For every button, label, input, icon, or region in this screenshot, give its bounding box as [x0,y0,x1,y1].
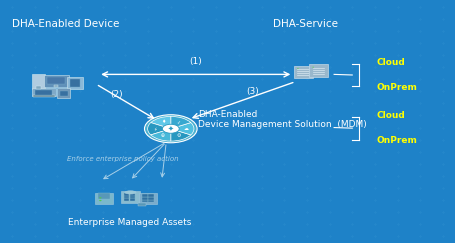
Circle shape [312,67,314,68]
FancyBboxPatch shape [121,191,141,203]
Text: ⚡: ⚡ [154,126,157,131]
FancyBboxPatch shape [294,66,313,78]
Ellipse shape [125,191,136,194]
FancyBboxPatch shape [148,194,153,197]
FancyBboxPatch shape [130,195,135,198]
FancyBboxPatch shape [32,74,45,89]
FancyBboxPatch shape [57,88,71,98]
Text: (1): (1) [189,57,202,66]
FancyBboxPatch shape [124,198,130,200]
FancyBboxPatch shape [66,77,83,89]
Circle shape [99,197,101,199]
FancyBboxPatch shape [309,64,328,77]
Text: DHA-Service: DHA-Service [273,19,338,29]
Wedge shape [147,122,171,135]
FancyBboxPatch shape [148,197,153,200]
Text: DHA-Enabled Device: DHA-Enabled Device [12,19,119,29]
Circle shape [99,200,101,201]
Text: Device Management Solution  (MDM): Device Management Solution (MDM) [198,120,367,129]
Text: OnPrem: OnPrem [376,136,417,145]
Text: Cloud: Cloud [376,58,405,67]
Wedge shape [171,129,191,141]
FancyBboxPatch shape [95,193,113,205]
FancyBboxPatch shape [32,88,56,96]
Wedge shape [171,122,194,135]
FancyBboxPatch shape [44,76,69,87]
Text: DHA-Enabled: DHA-Enabled [198,110,258,119]
FancyBboxPatch shape [33,95,56,97]
FancyBboxPatch shape [60,91,67,96]
FancyBboxPatch shape [148,200,153,202]
FancyBboxPatch shape [142,194,148,197]
FancyBboxPatch shape [142,200,148,202]
FancyBboxPatch shape [124,193,130,196]
Text: (2): (2) [110,90,123,99]
Text: (3): (3) [246,87,259,96]
FancyBboxPatch shape [35,86,40,89]
FancyBboxPatch shape [130,198,135,200]
Circle shape [145,115,197,143]
FancyBboxPatch shape [142,197,148,200]
FancyBboxPatch shape [139,193,157,205]
Circle shape [162,124,179,133]
FancyBboxPatch shape [130,193,135,196]
Wedge shape [171,116,191,129]
Text: OnPrem: OnPrem [376,83,417,92]
Wedge shape [151,129,171,141]
FancyBboxPatch shape [35,90,52,95]
Text: ✦: ✦ [168,126,174,132]
Text: ✓: ✓ [177,119,181,124]
Wedge shape [151,116,171,129]
FancyBboxPatch shape [47,78,65,85]
FancyBboxPatch shape [98,193,110,200]
Text: ☁: ☁ [184,126,188,131]
FancyBboxPatch shape [54,85,58,87]
Text: ♦: ♦ [161,119,165,124]
Circle shape [297,68,299,69]
FancyBboxPatch shape [70,79,80,87]
Text: Cloud: Cloud [376,111,405,120]
Text: ⊕: ⊕ [161,133,165,138]
Text: Enforce enterprise policy action: Enforce enterprise policy action [67,156,179,162]
Text: Enterprise Managed Assets: Enterprise Managed Assets [68,217,192,227]
FancyBboxPatch shape [138,203,146,207]
Text: ⚙: ⚙ [176,133,181,138]
FancyBboxPatch shape [124,195,130,198]
